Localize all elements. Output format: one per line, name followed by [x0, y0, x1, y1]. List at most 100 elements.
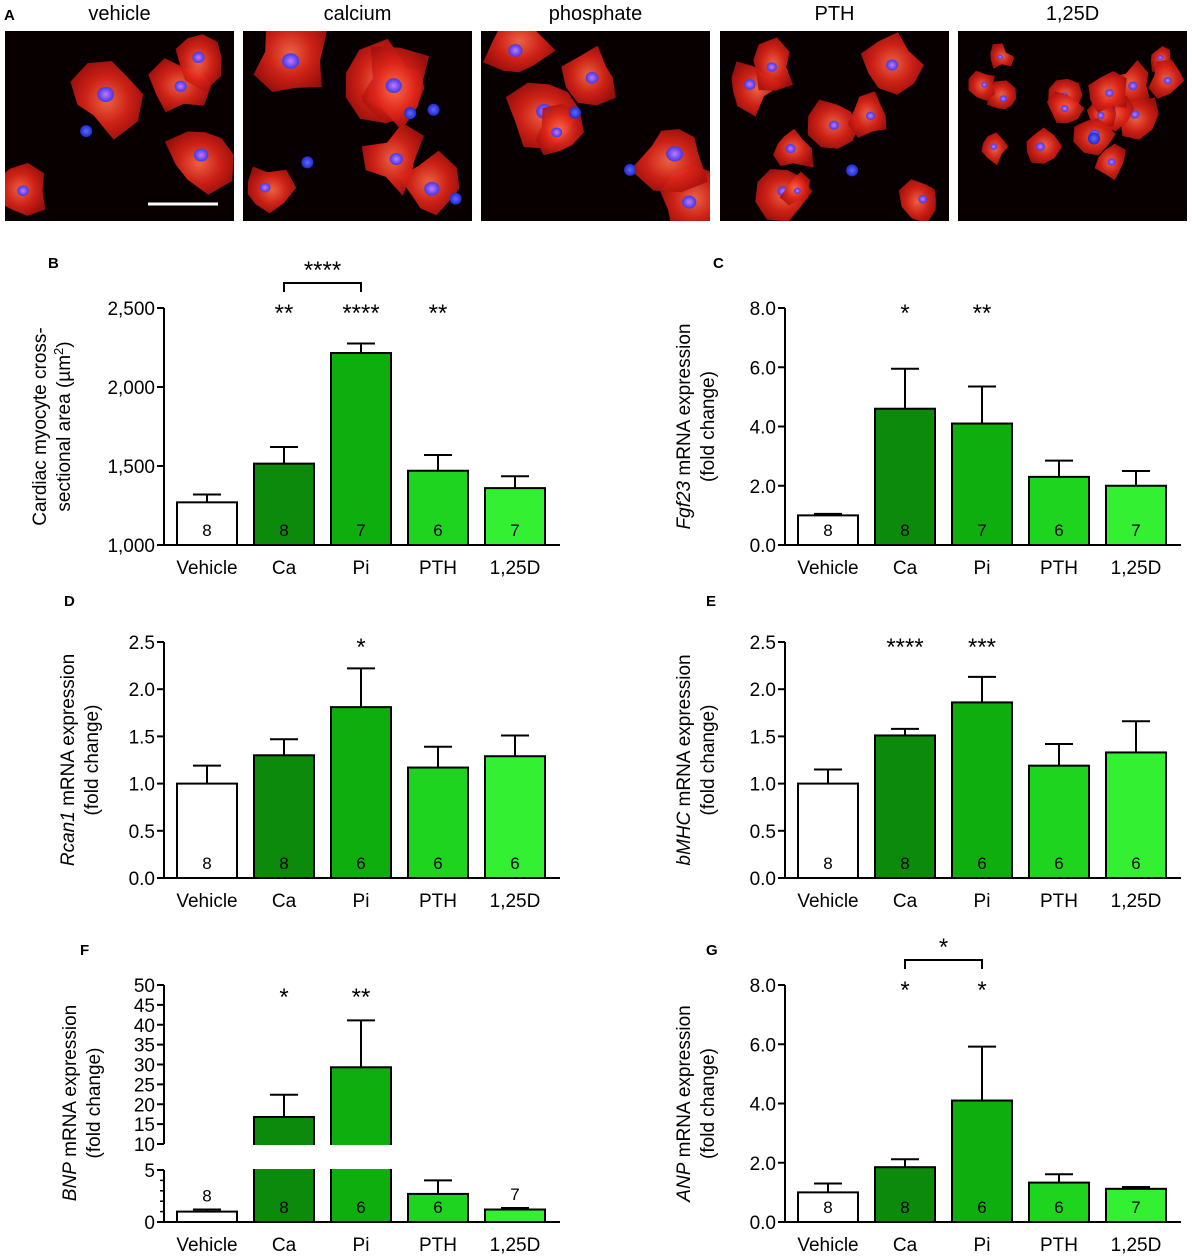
x-tick-label: Ca: [893, 558, 918, 579]
sample-size-label: 7: [510, 521, 519, 540]
x-tick-label: Vehicle: [176, 558, 237, 579]
bar: [176, 782, 238, 879]
y-tick-label: 2.0: [750, 680, 776, 701]
panel-label: D: [64, 593, 75, 610]
significance-marker: **: [275, 300, 294, 327]
panel-label: F: [80, 942, 89, 959]
y-tick-label: 20: [134, 1095, 155, 1116]
sample-size-label: 8: [900, 1198, 909, 1217]
comparison-bracket: [904, 959, 983, 969]
sample-size-label: 8: [823, 1198, 832, 1217]
x-tick-label: PTH: [1040, 891, 1078, 912]
nucleus: [981, 81, 988, 88]
y-tick-label: 2,000: [107, 378, 155, 399]
y-tick-label: 0.5: [750, 822, 776, 843]
x-tick-label: Vehicle: [176, 1235, 237, 1256]
cardiomyocyte: [779, 171, 811, 206]
significance-marker: ***: [968, 634, 996, 661]
sample-size-label: 6: [1054, 521, 1063, 540]
nucleus: [990, 143, 998, 150]
axis-break-gap: [329, 1145, 393, 1169]
cardiomyocyte: [247, 166, 297, 214]
significance-marker: ****: [304, 257, 341, 284]
chart-e: E 0.0 0.5 1.0 1.5 2.0 2.5 bMHC mRNA expression(…: [674, 593, 1181, 912]
y-tick-label: 0.5: [129, 822, 155, 843]
chart-b: B 1,000 1,500 2,000 2,500 Cardiac myocyte cro…: [30, 255, 560, 579]
micrograph-phosphate: phosphate: [481, 3, 710, 221]
x-tick-label: Pi: [353, 891, 370, 912]
y-tick-label: 50: [134, 976, 155, 997]
y-axis-label: BNP mRNA expression: [60, 1005, 81, 1201]
cells: [247, 31, 462, 216]
panel-label: B: [48, 255, 59, 272]
cardiomyocyte: [630, 129, 708, 193]
sample-size-label: 8: [823, 854, 832, 873]
x-tick-label: Pi: [353, 1235, 370, 1256]
y-axis-label: (fold change): [84, 1048, 105, 1159]
y-axis-label: Cardiac myocyte cross-: [30, 327, 51, 526]
sample-size-label: 6: [356, 1198, 365, 1217]
nucleus: [1107, 158, 1116, 166]
sample-size-label: 7: [1131, 521, 1140, 540]
nucleus: [886, 59, 899, 71]
x-tick-label: Pi: [974, 1235, 991, 1256]
sample-size-label: 8: [279, 521, 288, 540]
bar: [484, 487, 546, 546]
x-tick-label: Pi: [974, 891, 991, 912]
bar: [253, 1115, 315, 1223]
y-tick-label: 1.0: [129, 775, 155, 796]
nucleus: [666, 146, 684, 162]
y-tick-label: 0.0: [129, 869, 155, 890]
y-tick-label: 35: [134, 1036, 155, 1057]
bar: [1028, 764, 1090, 879]
significance-marker: *: [900, 977, 909, 1004]
bar: [330, 1066, 392, 1223]
x-tick-label: PTH: [1040, 1235, 1078, 1256]
y-axis-label: ANP mRNA expression: [674, 1005, 695, 1202]
bar: [797, 1191, 859, 1223]
sample-size-label: 7: [977, 521, 986, 540]
nucleus: [449, 192, 462, 205]
significance-marker: **: [352, 984, 371, 1011]
sample-size-label: 6: [1131, 854, 1140, 873]
y-tick-label: 8.0: [750, 976, 776, 997]
nucleus: [785, 144, 796, 154]
nucleus: [828, 120, 839, 130]
bar: [253, 754, 315, 880]
y-tick-label: 4.0: [750, 1095, 776, 1116]
nucleus: [424, 181, 440, 196]
bar: [407, 1192, 469, 1224]
bar: [874, 1166, 936, 1223]
nucleus: [744, 79, 756, 90]
y-tick-label: 15: [134, 1115, 155, 1136]
y-axis-label: (fold change): [698, 705, 719, 816]
x-tick-label: Vehicle: [176, 891, 237, 912]
chart-d: D 0.0 0.5 1.0 1.5 2.0 2.5 Rcan1 mRNA expression…: [58, 593, 560, 912]
significance-marker: *: [939, 934, 948, 961]
micrograph-calcium: calcium: [243, 3, 472, 221]
y-tick-label: 0.0: [750, 1213, 776, 1234]
sample-size-label: 8: [202, 854, 211, 873]
y-axis-label: (fold change): [698, 371, 719, 482]
x-tick-label: Vehicle: [797, 558, 858, 579]
cardiomyocyte: [986, 80, 1017, 110]
y-tick-label: 8.0: [750, 299, 776, 320]
nucleus: [259, 182, 271, 193]
nucleus: [389, 152, 403, 165]
nucleus: [80, 125, 93, 138]
sample-size-label: 8: [202, 1187, 211, 1206]
cells: [483, 31, 710, 221]
sample-size-label: 7: [1131, 1198, 1140, 1217]
x-tick-label: PTH: [419, 1235, 457, 1256]
sample-size-label: 6: [1054, 1198, 1063, 1217]
nucleus: [301, 156, 314, 169]
sample-size-label: 8: [279, 1198, 288, 1217]
bar: [253, 462, 315, 547]
sample-size-label: 6: [977, 854, 986, 873]
sample-size-label: 6: [356, 854, 365, 873]
significance-marker: ****: [886, 634, 923, 661]
y-tick-label: 1,500: [107, 457, 155, 478]
micrograph-label: 1,25D: [1046, 3, 1099, 25]
